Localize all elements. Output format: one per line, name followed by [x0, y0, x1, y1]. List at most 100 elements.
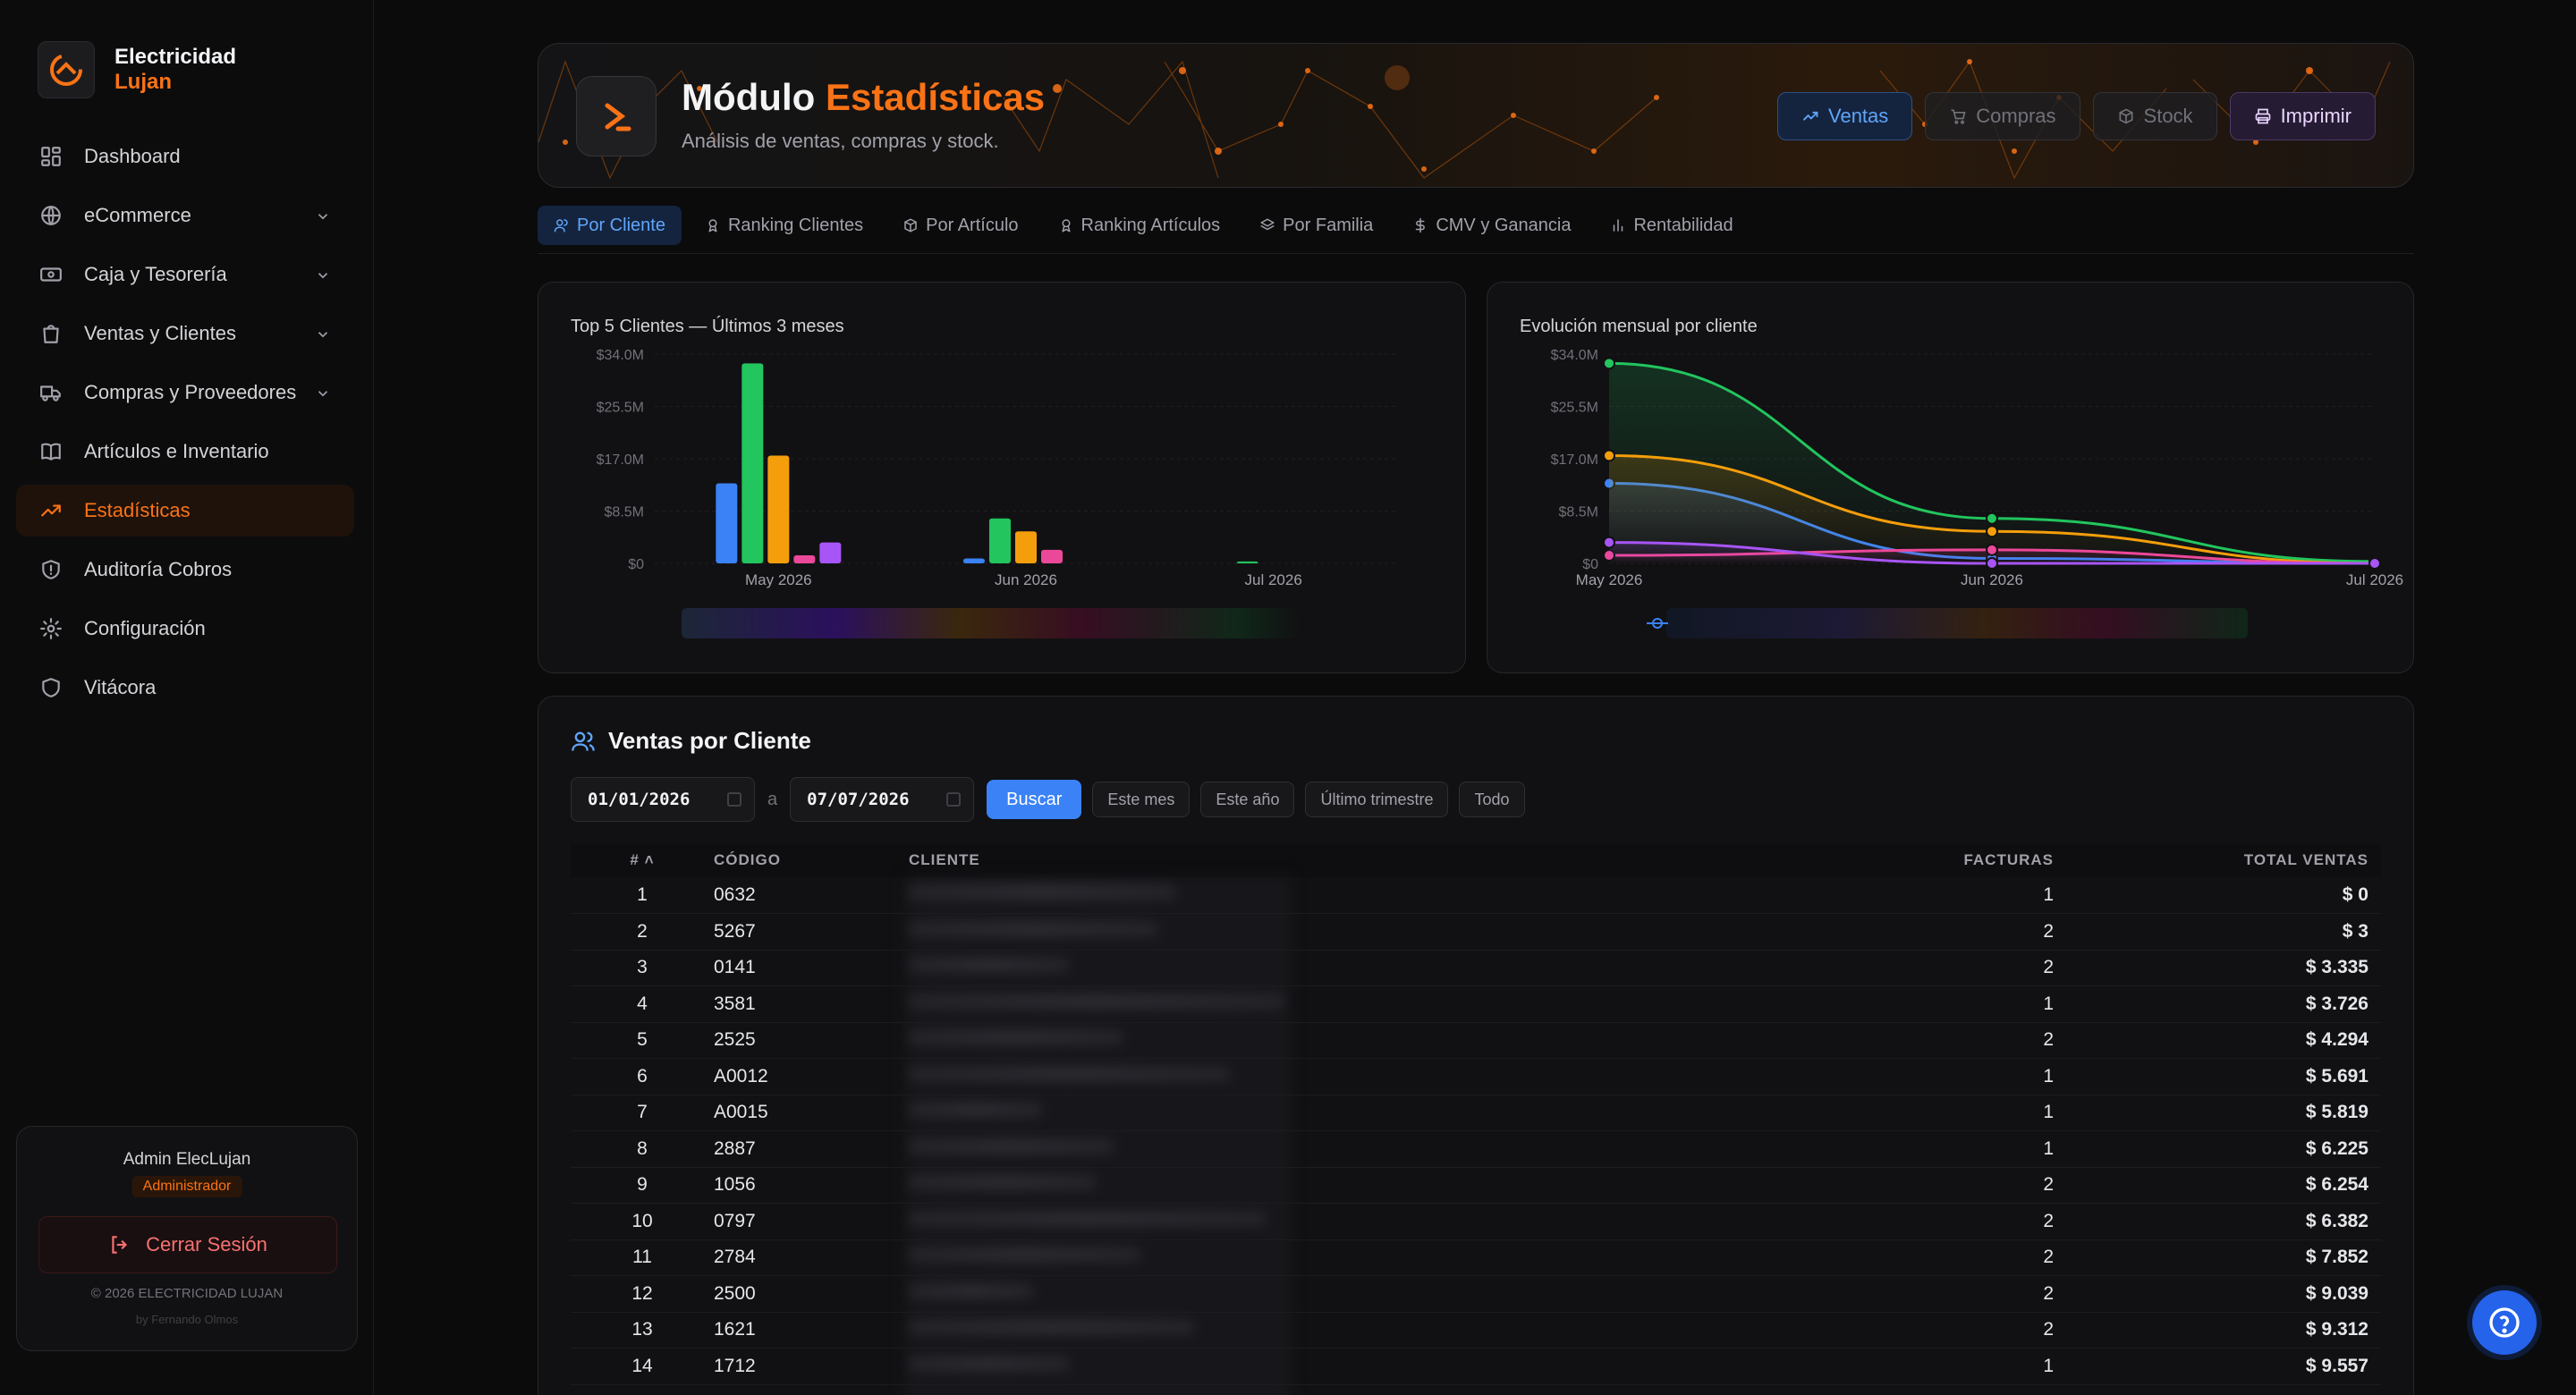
total-sales: $ 6.254: [2054, 1167, 2381, 1204]
date-from-input[interactable]: 01/01/2026: [571, 777, 755, 822]
table-row[interactable]: 5 2525 2 $ 4.294: [571, 1022, 2381, 1059]
data-point[interactable]: [1603, 449, 1615, 462]
print-button[interactable]: Imprimir: [2229, 92, 2376, 140]
table-row[interactable]: 4 3581 1 $ 3.726: [571, 985, 2381, 1023]
bar[interactable]: [741, 363, 764, 563]
chart-brush[interactable]: [682, 608, 1299, 638]
table-row[interactable]: 8 2887 1 $ 6.225: [571, 1130, 2381, 1168]
table-row[interactable]: 9 1056 2 $ 6.254: [571, 1167, 2381, 1204]
tab-por-familia[interactable]: Por Familia: [1243, 206, 1389, 245]
row-index: 1: [571, 877, 714, 914]
bar[interactable]: [767, 455, 790, 563]
tab-ranking-art-culos[interactable]: Ranking Artículos: [1042, 206, 1237, 245]
invoice-count: 2: [1857, 1239, 2054, 1276]
sidebar-item-compras-y-proveedores[interactable]: Compras y Proveedores: [16, 367, 354, 418]
table-row[interactable]: 3 0141 2 $ 3.335: [571, 950, 2381, 986]
sidebar-item-dashboard[interactable]: Dashboard: [16, 131, 354, 182]
row-index: 12: [571, 1275, 714, 1313]
table-row[interactable]: 7 A0015 1 $ 5.819: [571, 1095, 2381, 1131]
filter-all[interactable]: Todo: [1459, 782, 1525, 817]
table-row[interactable]: 13 1621 2 $ 9.312: [571, 1312, 2381, 1348]
sidebar-nav: Dashboard eCommerce Caja y Tesorería Ventas…: [16, 131, 354, 721]
filter-this-year[interactable]: Este año: [1200, 782, 1295, 817]
filter-this-month[interactable]: Este mes: [1092, 782, 1191, 817]
table-row[interactable]: 11 2784 2 $ 7.852: [571, 1239, 2381, 1276]
bar[interactable]: [1015, 531, 1037, 563]
bar[interactable]: [1236, 561, 1258, 563]
col-client-header[interactable]: CLIENTE: [909, 843, 1857, 877]
author-credit: by Fernando Olmos: [135, 1313, 239, 1326]
sidebar-item-art-culos-e-inventario[interactable]: Artículos e Inventario: [16, 426, 354, 478]
logout-button[interactable]: Cerrar Sesión: [38, 1216, 337, 1273]
series-line[interactable]: [1608, 361, 2376, 563]
tab-label: Por Familia: [1283, 215, 1374, 235]
brand-logo-icon: [38, 41, 95, 98]
tab-por-art-culo[interactable]: Por Artículo: [886, 206, 1034, 245]
table-row[interactable]: 12 2500 2 $ 9.039: [571, 1275, 2381, 1313]
table-row[interactable]: 10 0797 2 $ 6.382: [571, 1203, 2381, 1240]
stock-button[interactable]: Stock: [2092, 92, 2217, 140]
data-point[interactable]: [1986, 557, 1998, 570]
client-code: 0797: [714, 1203, 909, 1240]
tab-cmv-y-ganancia[interactable]: CMV y Ganancia: [1396, 206, 1587, 245]
table-row[interactable]: 2 5267 2 $ 3: [571, 913, 2381, 951]
compras-button[interactable]: Compras: [1925, 92, 2080, 140]
table-row[interactable]: 6 A0012 1 $ 5.691: [571, 1058, 2381, 1095]
date-filters: 01/01/2026 a 07/07/2026 Buscar Este mes …: [571, 777, 1525, 822]
sidebar-item-auditor-a-cobros[interactable]: Auditoría Cobros: [16, 544, 354, 596]
chevron-down-icon[interactable]: [315, 266, 331, 289]
table-row[interactable]: 14 1712 1 $ 9.557: [571, 1348, 2381, 1385]
data-point[interactable]: [1986, 543, 1998, 556]
invoice-count: 2: [1857, 1312, 2054, 1348]
help-button[interactable]: [2472, 1290, 2537, 1355]
calendar-icon[interactable]: [946, 792, 962, 807]
client-code: 1712: [714, 1348, 909, 1385]
bar[interactable]: [989, 518, 1011, 563]
data-point[interactable]: [1986, 525, 1998, 538]
chart-brush[interactable]: [1666, 608, 2248, 638]
bar[interactable]: [716, 483, 738, 563]
ventas-button[interactable]: Ventas: [1777, 92, 1913, 140]
bar[interactable]: [793, 555, 816, 563]
invoice-count: 1: [1857, 1130, 2054, 1168]
sidebar-item-estad-sticas[interactable]: Estadísticas: [16, 485, 354, 537]
sidebar-item-vit-cora[interactable]: Vitácora: [16, 662, 354, 714]
sidebar-item-configuraci-n[interactable]: Configuración: [16, 603, 354, 655]
invoice-count: 2: [1857, 950, 2054, 986]
tab-ranking-clientes[interactable]: Ranking Clientes: [689, 206, 879, 245]
table-row[interactable]: 1 0632 1 $ 0: [571, 877, 2381, 914]
date-to-input[interactable]: 07/07/2026: [790, 777, 975, 822]
total-sales: $ 0: [2054, 877, 2381, 914]
data-point[interactable]: [1603, 357, 1615, 370]
tab-por-cliente[interactable]: Por Cliente: [538, 206, 682, 245]
search-button[interactable]: Buscar: [987, 780, 1082, 819]
y-tick-label: $0: [1582, 557, 1598, 572]
bar[interactable]: [819, 542, 842, 563]
y-tick-label: $34.0M: [1551, 348, 1598, 363]
data-point[interactable]: [2368, 557, 2381, 570]
tab-rentabilidad[interactable]: Rentabilidad: [1594, 206, 1749, 245]
data-point[interactable]: [1603, 536, 1615, 549]
sales-table: # ˄ CÓDIGO CLIENTE FACTURAS TOTAL VENTAS…: [571, 843, 2381, 1385]
data-point[interactable]: [1986, 512, 1998, 525]
truck-icon: [38, 379, 64, 406]
cash-icon: [38, 261, 64, 288]
box-icon: [902, 217, 926, 233]
header-actions: Ventas Compras Stock Imprimir: [1765, 92, 2376, 140]
col-total-header[interactable]: TOTAL VENTAS: [2054, 843, 2381, 877]
chevron-down-icon[interactable]: [315, 384, 331, 407]
bar[interactable]: [1041, 549, 1063, 563]
bar[interactable]: [963, 558, 985, 563]
sidebar-item-ecommerce[interactable]: eCommerce: [16, 190, 354, 241]
sidebar-item-caja-y-tesorer-a[interactable]: Caja y Tesorería: [16, 249, 354, 300]
sidebar-item-ventas-y-clientes[interactable]: Ventas y Clientes: [16, 308, 354, 359]
col-invoices-header[interactable]: FACTURAS: [1857, 843, 2054, 877]
tab-label: CMV y Ganancia: [1436, 215, 1572, 235]
col-index-header[interactable]: # ˄: [571, 843, 714, 877]
chevron-down-icon[interactable]: [315, 325, 331, 348]
brand[interactable]: Electricidad Lujan: [38, 41, 236, 98]
filter-last-quarter[interactable]: Último trimestre: [1305, 782, 1449, 817]
col-code-header[interactable]: CÓDIGO: [714, 843, 909, 877]
calendar-icon[interactable]: [727, 792, 741, 807]
chevron-down-icon[interactable]: [315, 207, 331, 230]
